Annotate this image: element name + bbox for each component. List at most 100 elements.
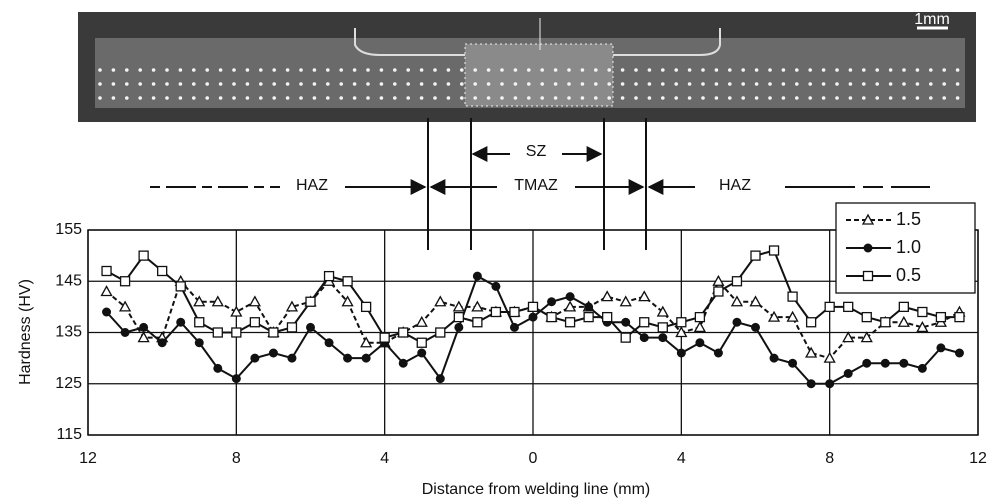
x-tick-label: 8 [825, 450, 834, 467]
indent-dot [714, 82, 719, 86]
indent-dot [862, 68, 866, 72]
y-tick-label: 115 [56, 426, 82, 443]
indent-dot [527, 68, 531, 72]
zone-label: SZ [526, 143, 547, 160]
point [193, 295, 206, 307]
indent-dot [795, 68, 799, 72]
point [360, 336, 373, 348]
indent-dot [446, 68, 451, 72]
point [509, 306, 520, 318]
indent-dot [661, 96, 665, 100]
point [675, 326, 688, 338]
point [656, 305, 669, 317]
indent-dot [594, 82, 598, 86]
indent-dot [902, 68, 906, 72]
point [527, 301, 539, 313]
point [806, 379, 816, 389]
point [213, 363, 223, 373]
indent-dot [768, 96, 772, 100]
point [788, 358, 798, 368]
point [286, 322, 298, 333]
indent-dot [929, 82, 933, 86]
point [769, 353, 779, 363]
point [565, 292, 575, 302]
indent-dot [620, 82, 625, 86]
indent-dot [272, 68, 277, 72]
point [601, 290, 614, 302]
point [453, 311, 464, 323]
x-tick-label: 4 [677, 450, 686, 467]
indent-dot [915, 82, 920, 86]
indent-dot [647, 96, 652, 100]
indent-dot [513, 82, 518, 86]
point [490, 306, 502, 318]
point [268, 327, 279, 338]
indent-dot [754, 82, 759, 86]
indent-dot [473, 96, 478, 100]
indent-dot [406, 96, 411, 100]
point [916, 321, 929, 333]
indent-dot [955, 96, 960, 100]
indent-dot [98, 68, 102, 72]
point [101, 265, 112, 277]
point [268, 348, 278, 358]
indent-dot [714, 68, 719, 72]
indent-dot [929, 96, 933, 100]
indent-dot [687, 82, 692, 86]
point [583, 311, 594, 323]
point [360, 301, 372, 313]
point [584, 302, 594, 312]
indent-dot [915, 96, 920, 100]
point [805, 317, 817, 328]
point [563, 300, 577, 312]
indent-dot [728, 96, 732, 100]
indent-dot [419, 96, 424, 100]
point [750, 250, 761, 261]
indent-dot [138, 82, 142, 86]
indent-dot [192, 96, 196, 100]
indent-dot [433, 96, 437, 100]
indent-dot [728, 68, 732, 72]
indent-dot [419, 82, 424, 86]
y-tick-label: 145 [55, 272, 82, 289]
indent-dot [125, 82, 129, 86]
indent-dot [661, 82, 665, 86]
legend-marker [861, 213, 875, 225]
indent-dot [674, 68, 678, 72]
indent-dot [486, 68, 491, 72]
indent-dot [393, 96, 397, 100]
point [100, 285, 113, 297]
indent-dot [205, 68, 209, 72]
indent-dot [379, 82, 384, 86]
indent-dot [902, 96, 906, 100]
indent-dot [446, 82, 451, 86]
indent-dot [446, 96, 451, 100]
point [452, 300, 465, 312]
indent-dot [620, 96, 625, 100]
indent-dot [111, 96, 116, 100]
indent-dot [98, 82, 102, 86]
indent-dot [848, 96, 853, 100]
indent-dot [875, 82, 879, 86]
legend-marker [863, 243, 873, 253]
micrograph: 1mm [78, 11, 976, 122]
indent-dot [594, 68, 598, 72]
point [621, 317, 631, 327]
point [619, 295, 632, 307]
indent-dot [339, 68, 344, 72]
indent-dot [687, 68, 692, 72]
point [602, 311, 613, 323]
indent-dot [888, 68, 893, 72]
indent-dot [138, 96, 142, 100]
point [342, 276, 353, 287]
indent-dot [808, 96, 812, 100]
indent-dot [567, 68, 571, 72]
point [860, 331, 873, 343]
indent-dot [942, 82, 946, 86]
x-tick-label: 12 [79, 450, 97, 467]
indent-dot [754, 68, 759, 72]
y-tick-label: 135 [55, 324, 82, 341]
indent-dot [754, 96, 759, 100]
x-tick-label: 8 [232, 450, 241, 467]
point [398, 358, 408, 368]
